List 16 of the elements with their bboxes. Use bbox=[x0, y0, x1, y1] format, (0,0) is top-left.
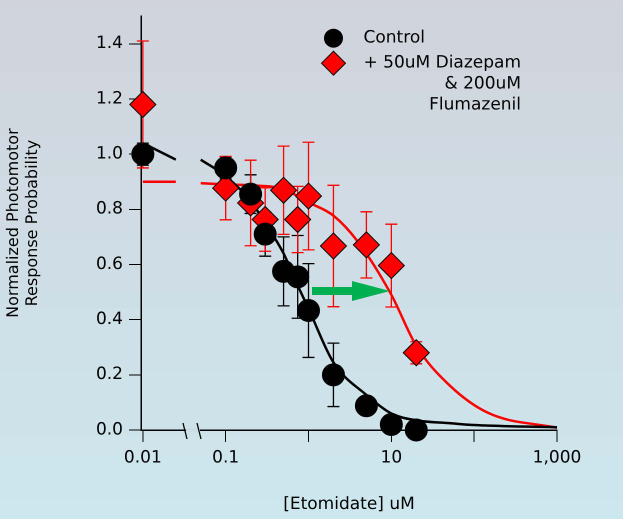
x-tick-label: 1,000 bbox=[532, 448, 582, 468]
x-tick-label: 10 bbox=[380, 448, 402, 468]
x-axis-title: [Etomidate] uM bbox=[283, 494, 415, 514]
y-tick-label: 1.0 bbox=[96, 144, 123, 164]
legend-label: Control bbox=[363, 28, 425, 48]
x-tick-label: 0.1 bbox=[212, 448, 240, 468]
y-tick-label: 1.4 bbox=[96, 33, 123, 54]
y-tick-label: 0.6 bbox=[96, 254, 123, 274]
x-tick-label: 0.01 bbox=[124, 448, 162, 468]
y-tick-label: 0.0 bbox=[96, 419, 123, 440]
y-tick-label: 0.4 bbox=[96, 309, 123, 330]
y-tick-label: 1.2 bbox=[96, 88, 123, 108]
y-tick-label: 0.2 bbox=[96, 364, 123, 384]
y-tick-label: 0.8 bbox=[96, 198, 123, 219]
y-axis-title: Normalized Photomotor Response Probability bbox=[2, 128, 41, 318]
legend-label: + 50uM Diazepam & 200uM Flumazenil bbox=[363, 52, 522, 115]
